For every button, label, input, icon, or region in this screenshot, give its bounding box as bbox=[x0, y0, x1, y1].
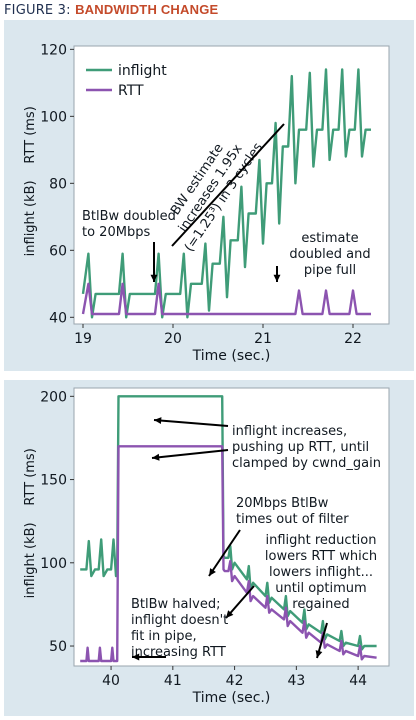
series-line-inflight bbox=[81, 68, 371, 319]
x-tick-label: 43 bbox=[287, 673, 305, 689]
annotation-filter-0: 20Mbps BtlBw bbox=[236, 496, 329, 511]
y-tick-label: 80 bbox=[49, 176, 67, 192]
y-tick-label: 50 bbox=[49, 639, 67, 655]
annotation-increase-2: clamped by cwnd_gain bbox=[232, 456, 381, 471]
annotation-reduction-1: lowers RTT which bbox=[265, 549, 377, 564]
arrow-halved-head bbox=[132, 653, 140, 661]
y-axis-label-right: RTT (ms) bbox=[23, 106, 38, 163]
bandwidth-decrease-chart: 50 100 150 200 40 41 42 43 44 Time (sec.) inflight… bbox=[23, 387, 390, 706]
series-line-rtt bbox=[81, 282, 371, 316]
annotation-reduction-0: inflight reduction bbox=[266, 533, 377, 548]
annotation-halved-2: fit in pipe, bbox=[131, 629, 197, 644]
annotation-halved-1: inflight doesn't bbox=[131, 613, 228, 628]
y-tick-label: 40 bbox=[49, 310, 67, 326]
arrow-increase-upper-shaft bbox=[153, 419, 229, 427]
y-tick-label: 100 bbox=[40, 109, 67, 125]
annotation-pipe-full-1: doubled and bbox=[289, 247, 370, 262]
estimate-trend-line bbox=[171, 123, 285, 247]
y-tick-label: 200 bbox=[40, 389, 67, 405]
annotation-btlbw-1: to 20Mbps bbox=[82, 225, 150, 240]
y-axis-label-right: RTT (ms) bbox=[23, 448, 38, 505]
y-tick-label: 120 bbox=[40, 42, 67, 58]
chart-panel-bottom: 50 100 150 200 40 41 42 43 44 Time (sec.) inflight… bbox=[4, 380, 414, 716]
annotation-pipe-full-2: pipe full bbox=[304, 263, 356, 278]
y-tick-label: 60 bbox=[49, 243, 67, 259]
x-tick-label: 41 bbox=[164, 673, 182, 689]
y-axis-label-left: inflight (kB) bbox=[23, 522, 38, 598]
series-line-inflight bbox=[80, 395, 377, 651]
legend-label-inflight: inflight bbox=[118, 63, 167, 79]
annotation-halved-0: BtlBw halved; bbox=[131, 597, 220, 612]
arrow-filter-head bbox=[209, 568, 216, 576]
y-axis-label-left: inflight (kB) bbox=[23, 180, 38, 256]
arrow-filter-shaft bbox=[208, 529, 241, 577]
plot-area bbox=[73, 45, 390, 325]
annotation-reduction-2: lowers inflight... bbox=[269, 565, 373, 580]
figure-title-text: BANDWIDTH CHANGE bbox=[75, 2, 219, 17]
plot-area bbox=[73, 387, 390, 667]
figure-title: FIGURE 3: BANDWIDTH CHANGE bbox=[4, 2, 218, 18]
x-tick-label: 44 bbox=[349, 673, 367, 689]
x-tick-label: 21 bbox=[254, 331, 272, 347]
annotation-reduction-3: until optimum bbox=[275, 581, 366, 596]
arrow-increase-upper-head bbox=[154, 417, 162, 425]
x-axis-label: Time (sec.) bbox=[192, 348, 271, 364]
arrow-pipe-full-head bbox=[273, 274, 281, 282]
chart-panel-top: 40 60 80 100 120 19 20 21 22 Time (sec.) inflight … bbox=[4, 20, 414, 371]
arrow-reduction-head bbox=[226, 610, 234, 618]
y-tick-label: 150 bbox=[40, 473, 67, 489]
series-line-rtt bbox=[80, 445, 377, 663]
x-tick-label: 22 bbox=[344, 331, 362, 347]
y-tick-label: 100 bbox=[40, 556, 67, 572]
legend-label-rtt: RTT bbox=[118, 83, 144, 99]
arrow-optimum-head bbox=[315, 650, 323, 658]
figure-label: FIGURE 3: bbox=[4, 3, 71, 18]
x-tick-label: 19 bbox=[74, 331, 92, 347]
annotation-btlbw-0: BtlBw doubled bbox=[82, 209, 176, 224]
bandwidth-increase-chart: 40 60 80 100 120 19 20 21 22 Time (sec.) inflight … bbox=[23, 42, 390, 364]
arrow-increase-lower-head bbox=[152, 453, 160, 461]
annotation-increase-0: inflight increases, bbox=[232, 424, 347, 439]
x-tick-label: 20 bbox=[164, 331, 182, 347]
annotation-filter-1: times out of filter bbox=[236, 512, 349, 527]
annotation-pipe-full-0: estimate bbox=[301, 231, 358, 246]
annotation-increase-1: pushing up RTT, until bbox=[232, 440, 369, 455]
x-axis-label: Time (sec.) bbox=[192, 690, 271, 706]
x-tick-label: 40 bbox=[102, 673, 120, 689]
arrow-increase-lower-shaft bbox=[151, 449, 229, 459]
annotation-reduction-4: regained bbox=[292, 597, 349, 612]
arrow-btlbw-head bbox=[150, 274, 158, 282]
x-tick-label: 42 bbox=[226, 673, 244, 689]
